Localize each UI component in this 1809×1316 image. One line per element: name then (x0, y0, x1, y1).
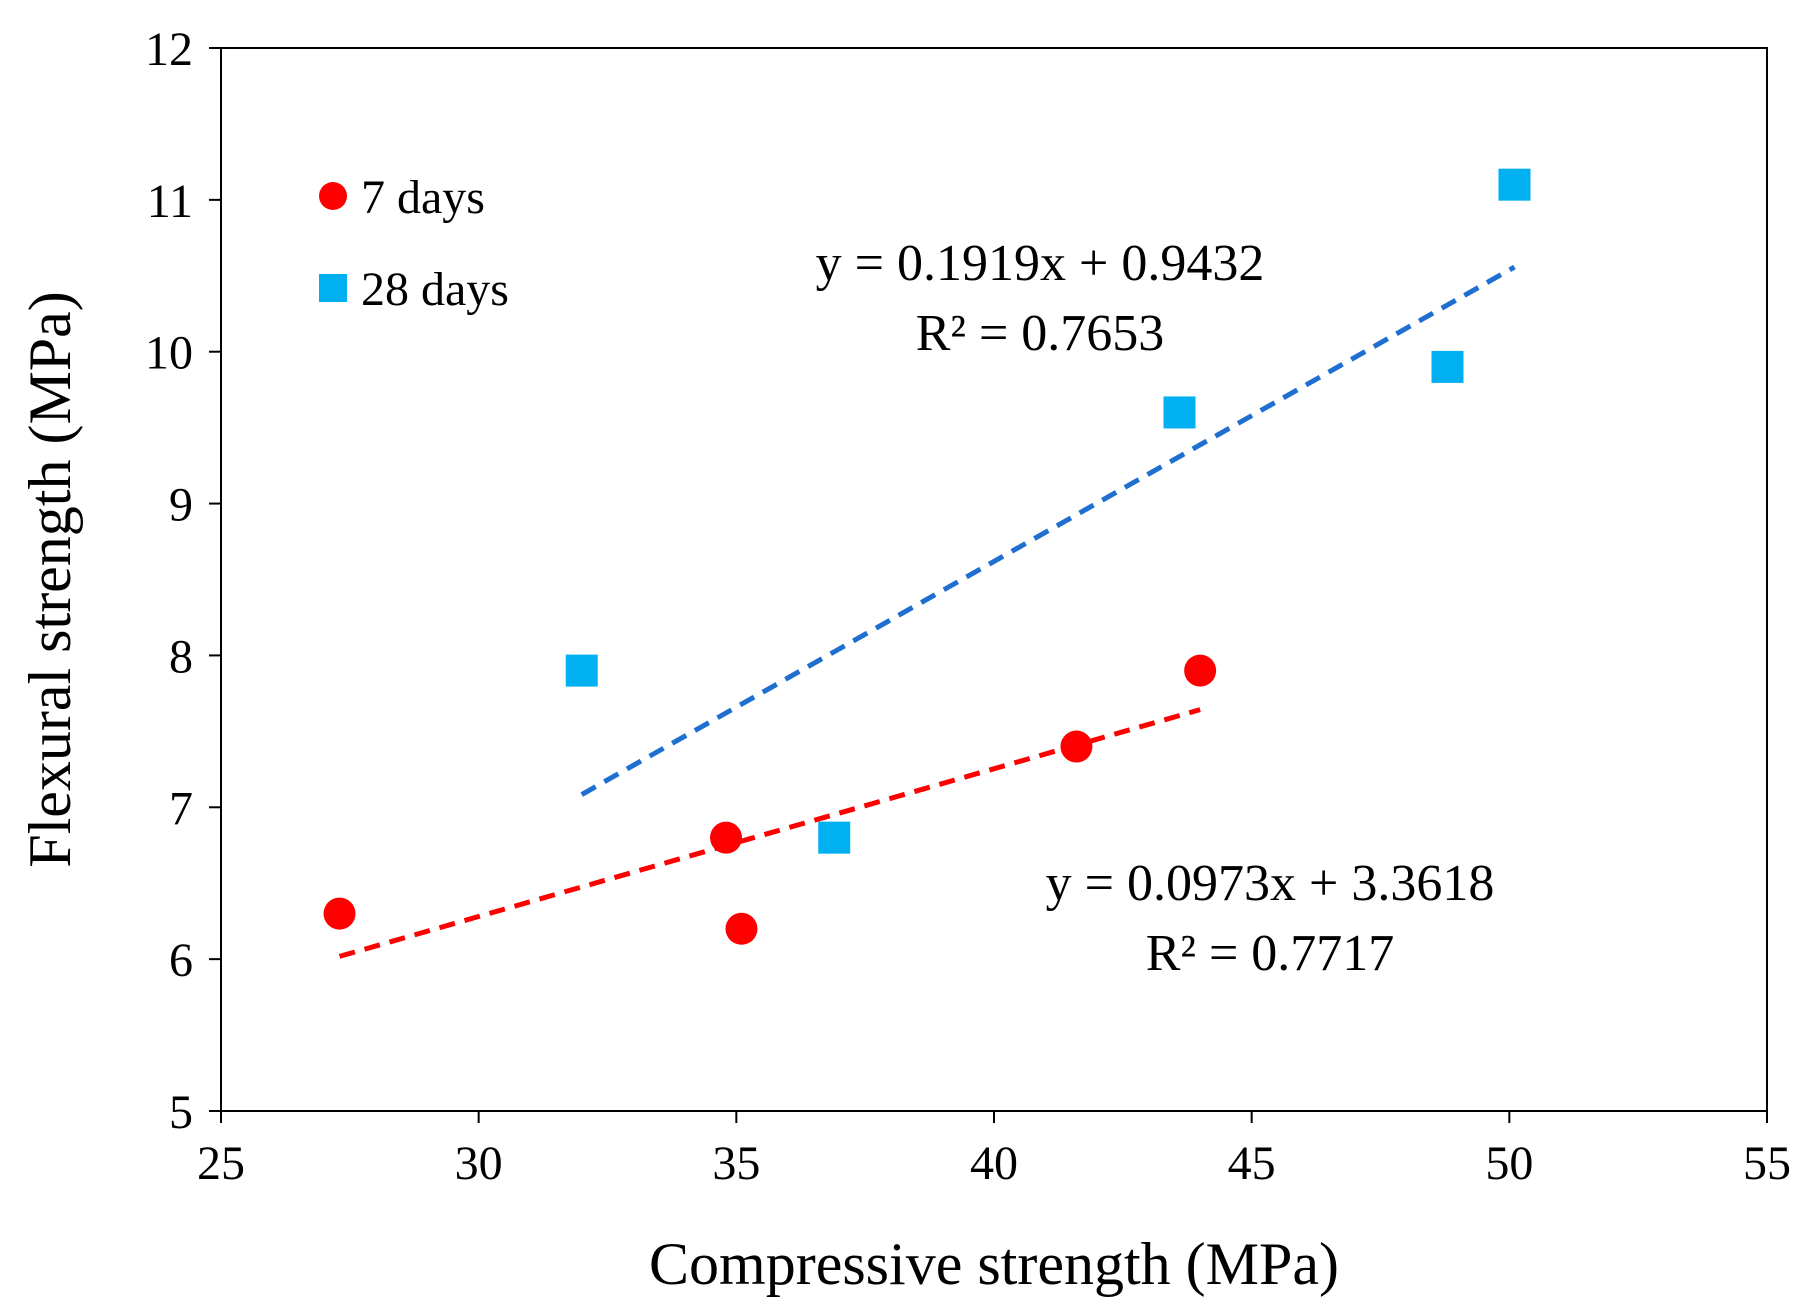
y-tick-label: 7 (169, 782, 193, 835)
x-tick-label: 50 (1485, 1137, 1533, 1190)
x-tick-label: 40 (970, 1137, 1018, 1190)
legend-marker-7-days (319, 182, 347, 210)
text-layer: Compressive strength (MPa) Flexural stren… (17, 235, 1494, 1297)
y-tick-label: 6 (169, 934, 193, 987)
x-tick-label: 30 (455, 1137, 503, 1190)
data-point-7-days (1184, 654, 1217, 687)
data-point-7-days (710, 821, 743, 854)
data-point-28-days (818, 821, 851, 854)
legend-label-7-days: 7 days (361, 171, 485, 224)
trendline-layer (338, 264, 1516, 959)
x-tick-label: 55 (1743, 1137, 1791, 1190)
trendline-28-days (580, 264, 1516, 797)
data-point-28-days (1431, 350, 1464, 383)
data-point-layer (323, 168, 1531, 945)
x-axis-title: Compressive strength (MPa) (649, 1231, 1339, 1297)
data-point-28-days (1163, 396, 1196, 429)
y-tick-label: 5 (169, 1086, 193, 1139)
data-point-28-days (565, 654, 598, 687)
trendline-7-days (338, 707, 1201, 959)
legend-marker-28-days (319, 274, 347, 302)
y-tick-label: 10 (145, 327, 193, 380)
trendline-r2-7-days: R² = 0.7717 (1146, 925, 1395, 982)
data-point-28-days (1498, 168, 1531, 201)
y-tick-label: 8 (169, 630, 193, 683)
legend-label-28-days: 28 days (361, 263, 509, 316)
data-point-7-days (725, 912, 758, 945)
y-tick-label: 11 (147, 175, 193, 228)
y-tick-label: 12 (145, 23, 193, 76)
data-point-7-days (1060, 730, 1093, 763)
x-tick-label: 45 (1228, 1137, 1276, 1190)
trendline-equation-7-days: y = 0.0973x + 3.3618 (1046, 855, 1495, 912)
x-tick-label: 35 (712, 1137, 760, 1190)
data-point-7-days (323, 897, 356, 930)
trendline-equation-28-days: y = 0.1919x + 0.9432 (816, 235, 1265, 292)
legend: 7 days 28 days (319, 171, 509, 316)
y-tick-label: 9 (169, 479, 193, 532)
trendline-r2-28-days: R² = 0.7653 (916, 305, 1165, 362)
x-tick-label: 25 (197, 1137, 245, 1190)
y-axis-title: Flexural strength (MPa) (17, 291, 83, 868)
